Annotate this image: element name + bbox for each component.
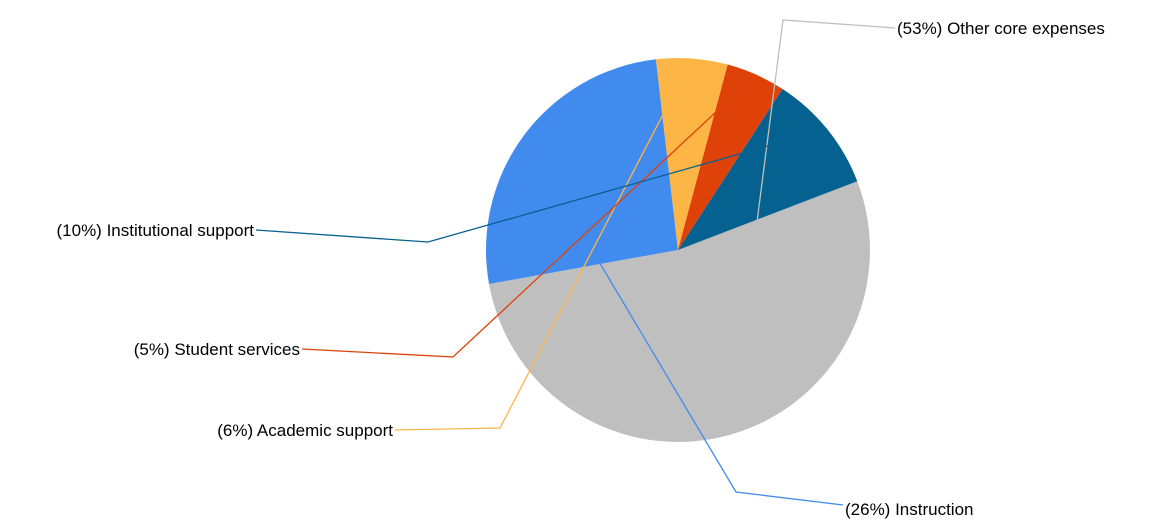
leader-lines: [255, 19, 896, 506]
slice-label-other-core-expenses: (53%) Other core expenses: [897, 19, 1105, 38]
pie-slices: [485, 57, 870, 442]
slice-label-institutional-support: (10%) Institutional support: [57, 221, 255, 240]
pie-slice-instruction: [485, 59, 678, 284]
pie-slice-institutional-support: [678, 88, 858, 250]
leader-line-academic-support: [394, 58, 693, 431]
slice-labels: (53%) Other core expenses (26%) Instructi…: [57, 19, 1105, 519]
slice-label-instruction: (26%) Instruction: [845, 500, 974, 519]
pie-slice-student-services: [678, 64, 783, 250]
pie-slice-other-core-expenses: [489, 181, 870, 442]
leader-line-institutional-support: [255, 128, 828, 243]
leader-line-instruction: [523, 135, 844, 506]
slice-label-student-services: (5%) Student services: [134, 340, 300, 359]
pie-slice-academic-support: [655, 57, 728, 250]
slice-label-academic-support: (6%) Academic support: [217, 421, 393, 440]
leader-line-other-core-expenses: [728, 19, 896, 435]
leader-line-student-services: [301, 74, 757, 358]
